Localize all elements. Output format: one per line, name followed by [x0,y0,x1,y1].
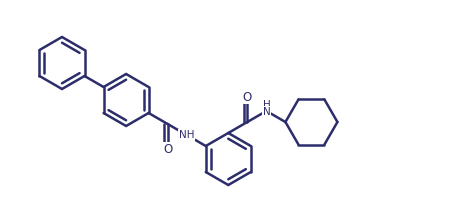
Text: N: N [263,107,270,117]
Text: H: H [263,100,270,110]
Text: O: O [243,90,252,103]
Text: NH: NH [179,130,194,140]
Text: O: O [163,143,172,156]
